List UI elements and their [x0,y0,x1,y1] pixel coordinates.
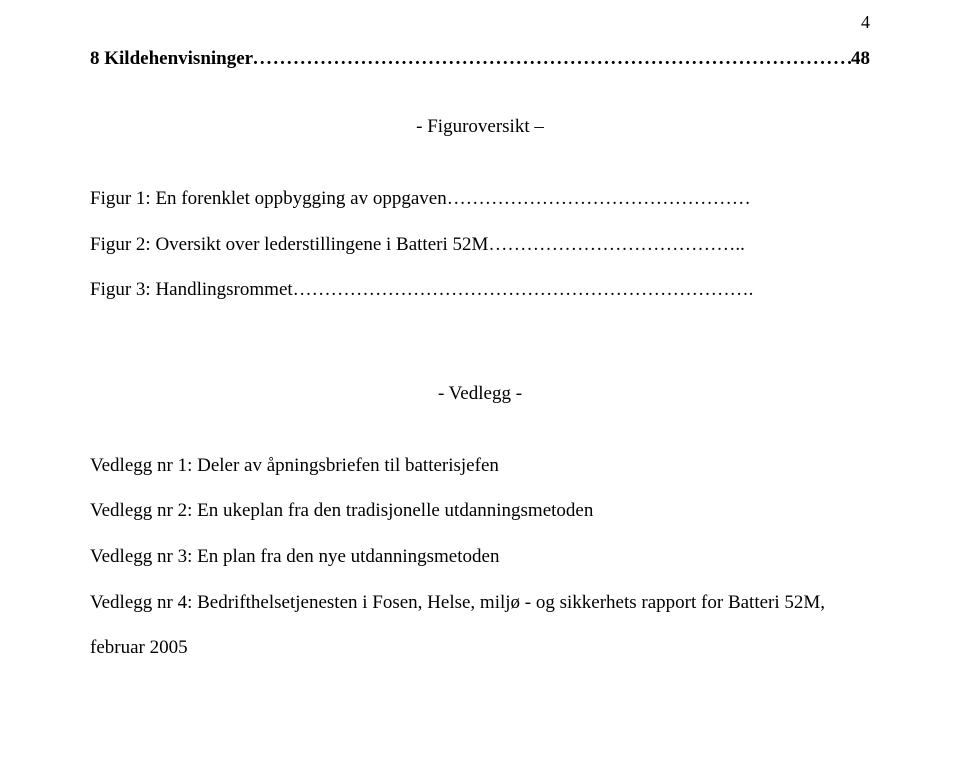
toc-page: 48 [851,48,870,70]
toc-label: 8 Kildehenvisninger [90,48,253,70]
vedlegg-line: Vedlegg nr 3: En plan fra den nye utdann… [90,534,870,580]
vedlegg-line: Vedlegg nr 4: Bedrifthelsetjenesten i Fo… [90,580,870,626]
toc-dots: ........................................… [253,48,851,70]
vedlegg-line: Vedlegg nr 2: En ukeplan fra den tradisj… [90,488,870,534]
vedlegg-line: februar 2005 [90,625,870,671]
toc-entry: 8 Kildehenvisninger ....................… [90,48,870,70]
page-number: 4 [861,12,870,33]
figure-line: Figur 3: Handlingsrommet…………………………………………… [90,267,870,313]
vedlegg-line: Vedlegg nr 1: Deler av åpningsbriefen ti… [90,443,870,489]
vedlegg-heading: - Vedlegg - [90,383,870,405]
page-content: 8 Kildehenvisninger ....................… [0,0,960,671]
figure-line: Figur 2: Oversikt over lederstillingene … [90,222,870,268]
figur-heading: - Figuroversikt – [90,116,870,138]
figure-line: Figur 1: En forenklet oppbygging av oppg… [90,176,870,222]
